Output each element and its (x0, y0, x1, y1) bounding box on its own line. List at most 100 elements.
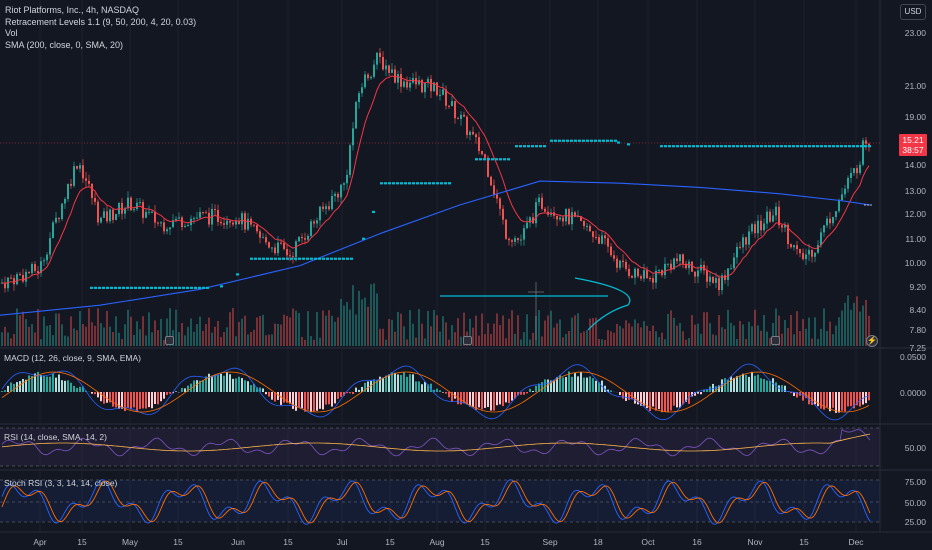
currency-button[interactable]: USD (900, 4, 926, 20)
candle (562, 217, 564, 222)
volume-bar (628, 323, 630, 346)
retracement-level (760, 145, 763, 148)
volume-bar (847, 295, 849, 346)
candle (274, 247, 276, 254)
volume-bar (835, 325, 837, 346)
volume-bar (40, 339, 42, 346)
macd-histogram-bar (868, 392, 870, 401)
volume-bar (508, 318, 510, 346)
retracement-level (574, 139, 577, 142)
candle (676, 258, 678, 262)
volume-bar (280, 324, 282, 346)
volume-bar (382, 328, 384, 346)
volume-bar (244, 315, 246, 346)
candle (451, 101, 453, 106)
macd-histogram-bar (577, 376, 579, 392)
lightning-icon[interactable]: ⚡ (866, 335, 878, 347)
retracement-level (531, 145, 534, 148)
volume-bar (586, 330, 588, 346)
volume-bar (160, 318, 162, 346)
legend-symbol[interactable]: Riot Platforms, Inc., 4h, NASDAQ (5, 5, 140, 15)
volume-bar (451, 325, 453, 346)
time-axis-label: 16 (692, 537, 702, 547)
macd-histogram-bar (574, 373, 576, 392)
time-axis-label: 15 (283, 537, 293, 547)
macd-histogram-bar (211, 375, 213, 392)
volume-bar (196, 324, 198, 346)
candle (379, 52, 381, 57)
macd-histogram-bar (493, 392, 495, 411)
retracement-level (660, 145, 663, 148)
candle (778, 206, 780, 226)
macd-histogram-bar (253, 383, 255, 392)
macd-histogram-bar (559, 374, 561, 392)
price-axis-label: 19.00 (904, 112, 926, 122)
macd-histogram-bar (610, 390, 612, 392)
retracement-level (740, 145, 743, 148)
macd-histogram-bar (61, 380, 63, 392)
volume-bar (433, 310, 435, 346)
volume-bar (7, 332, 9, 346)
legend-vol[interactable]: Vol (5, 28, 18, 38)
candle (10, 277, 12, 279)
macd-histogram-bar (283, 392, 285, 403)
retracement-level (134, 286, 137, 289)
candle (196, 217, 198, 219)
macd-histogram-bar (607, 389, 609, 392)
retracement-level (342, 257, 345, 260)
legend-sma[interactable]: SMA (200, close, 0, SMA, 20) (5, 39, 124, 50)
volume-bar (517, 315, 519, 346)
candle (346, 174, 348, 184)
retracement-level (800, 145, 803, 148)
retracement-dot (362, 237, 365, 240)
volume-bar (439, 331, 441, 346)
volume-bar (448, 339, 450, 346)
volume-bar (388, 319, 390, 346)
volume-bar (136, 321, 138, 346)
macd-histogram-bar (655, 392, 657, 411)
retracement-level (258, 257, 261, 260)
candle (508, 238, 510, 241)
bar-countdown: 38:57 (902, 145, 924, 155)
legend-retracement[interactable]: Retracement Levels 1.1 (9, 50, 200, 4, 2… (5, 16, 197, 27)
volume-bar (271, 334, 273, 346)
macd-histogram-bar (730, 376, 732, 392)
candle (52, 222, 54, 239)
retracement-level (594, 139, 597, 142)
volume-bar (868, 315, 870, 346)
rsi-title[interactable]: RSI (14, close, SMA, 14, 2) (4, 432, 107, 442)
macd-histogram-bar (511, 392, 513, 401)
volume-bar (733, 325, 735, 346)
candle (61, 203, 63, 220)
volume-bar (526, 314, 528, 346)
macd-histogram-bar (580, 372, 582, 392)
macd-histogram-bar (544, 379, 546, 392)
candle (715, 278, 717, 283)
macd-histogram-bar (22, 378, 24, 392)
volume-bar (778, 315, 780, 346)
event-earnings-icon[interactable] (771, 336, 780, 345)
retracement-level (824, 145, 827, 148)
retracement-level (408, 182, 411, 185)
candle (232, 222, 234, 225)
volume-bar (31, 324, 33, 346)
candle (664, 263, 666, 276)
retracement-level (90, 286, 93, 289)
macd-title[interactable]: MACD (12, 26, close, 9, SMA, EMA) (4, 353, 141, 363)
volume-bar (178, 332, 180, 346)
event-earnings-icon[interactable] (165, 336, 174, 345)
volume-bar (436, 315, 438, 346)
macd-histogram-bar (499, 392, 501, 405)
macd-histogram-bar (238, 376, 240, 392)
macd-histogram-bar (130, 392, 132, 410)
macd-histogram-bar (853, 392, 855, 409)
event-earnings-icon[interactable] (463, 336, 472, 345)
candle (205, 212, 207, 214)
macd-histogram-bar (520, 392, 522, 395)
candle (214, 209, 216, 211)
retracement-level (776, 145, 779, 148)
candle (340, 184, 342, 198)
stoch-title[interactable]: Stoch RSI (3, 3, 14, 14, close) (4, 478, 118, 488)
